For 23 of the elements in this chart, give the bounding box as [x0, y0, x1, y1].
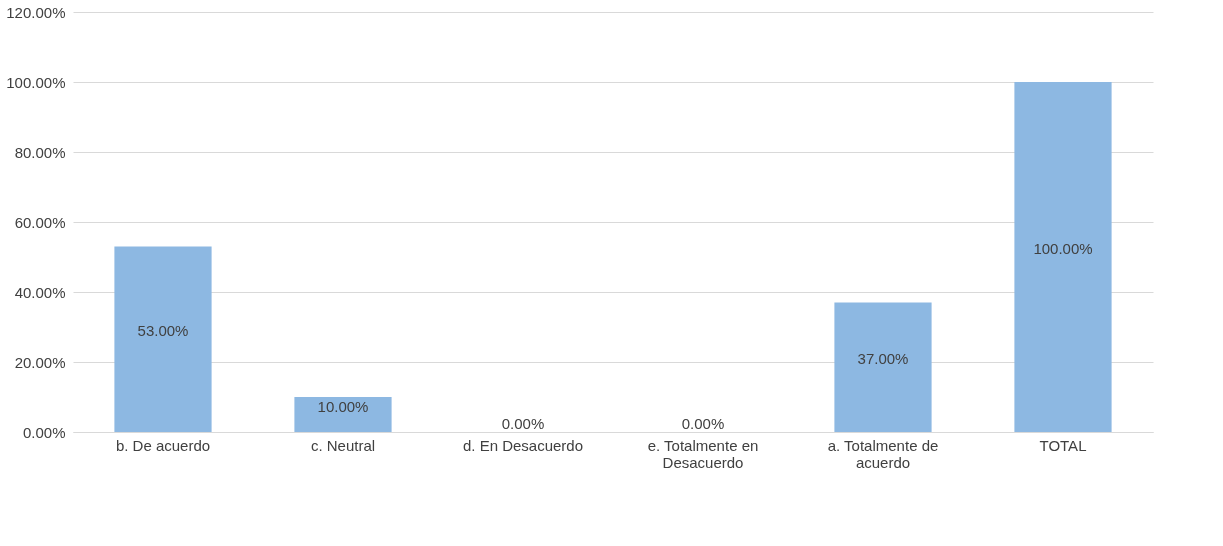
x-tick-label: d. En Desacuerdo — [462, 436, 584, 454]
y-tick-label: 120.00% — [6, 3, 66, 21]
x-tick-label: a. Totalmente de acuerdo — [827, 436, 939, 471]
x-tick-label: TOTAL — [1039, 436, 1087, 454]
y-tick-label: 0.00% — [22, 423, 66, 441]
data-label: 53.00% — [137, 322, 189, 340]
bar — [294, 397, 392, 432]
y-tick-label: 80.00% — [14, 143, 66, 161]
bar — [114, 246, 212, 432]
y-tick-label: 60.00% — [14, 213, 66, 231]
x-tick-label: e. Totalmente en Desacuerdo — [647, 436, 759, 471]
x-tick-label: b. De acuerdo — [115, 436, 211, 454]
y-tick-label: 40.00% — [14, 283, 66, 301]
y-tick-label: 100.00% — [6, 73, 66, 91]
bar — [834, 302, 932, 432]
x-tick-label: c. Neutral — [310, 436, 376, 454]
data-label: 0.00% — [681, 415, 725, 432]
data-label: 100.00% — [1033, 240, 1093, 257]
data-label: 0.00% — [501, 415, 545, 432]
bar — [1014, 82, 1112, 432]
y-tick-label: 20.00% — [14, 353, 66, 371]
data-label: 10.00% — [317, 397, 369, 415]
data-label: 37.00% — [857, 350, 909, 368]
